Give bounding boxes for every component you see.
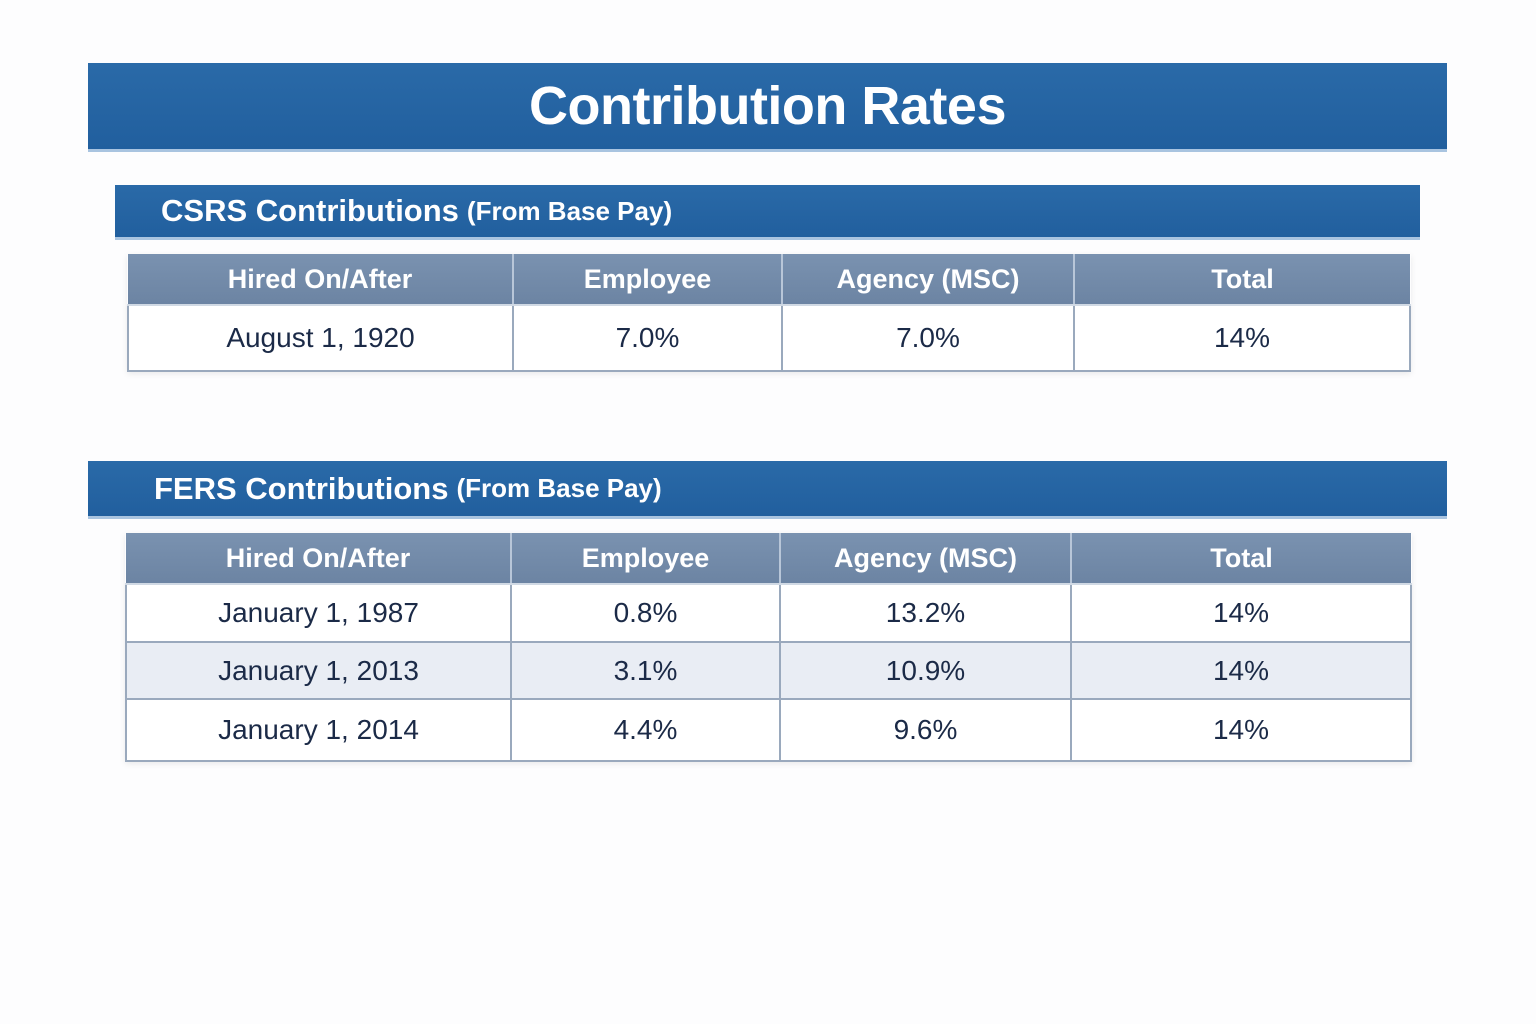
hired-date-cell: January 1, 1987 bbox=[125, 583, 512, 643]
fers-table: Hired On/After Employee Agency (MSC) Tot… bbox=[125, 533, 1412, 762]
employee-rate-cell: 0.8% bbox=[510, 583, 781, 643]
column-header: Total bbox=[1071, 533, 1411, 585]
column-header: Agency (MSC) bbox=[782, 254, 1075, 306]
employee-rate-cell: 7.0% bbox=[512, 304, 783, 372]
page-title: Contribution Rates bbox=[88, 63, 1447, 149]
table-row: August 1, 1920 7.0% 7.0% 14% bbox=[127, 304, 1411, 372]
column-header: Hired On/After bbox=[126, 533, 512, 585]
column-header: Hired On/After bbox=[128, 254, 514, 306]
total-rate-cell: 14% bbox=[1070, 698, 1412, 762]
csrs-subheading: (From Base Pay) bbox=[466, 195, 673, 226]
employee-rate-cell: 4.4% bbox=[510, 698, 781, 762]
agency-rate-cell: 10.9% bbox=[779, 641, 1072, 700]
agency-rate-cell: 13.2% bbox=[779, 583, 1072, 643]
total-rate-cell: 14% bbox=[1070, 641, 1412, 700]
hired-date-cell: January 1, 2014 bbox=[125, 698, 512, 762]
column-header: Total bbox=[1074, 254, 1410, 306]
agency-rate-cell: 9.6% bbox=[779, 698, 1072, 762]
csrs-table: Hired On/After Employee Agency (MSC) Tot… bbox=[127, 254, 1411, 372]
agency-rate-cell: 7.0% bbox=[781, 304, 1075, 372]
hired-date-cell: August 1, 1920 bbox=[127, 304, 514, 372]
table-row: January 1, 2013 3.1% 10.9% 14% bbox=[125, 641, 1412, 700]
table-row: January 1, 2014 4.4% 9.6% 14% bbox=[125, 698, 1412, 762]
employee-rate-cell: 3.1% bbox=[510, 641, 781, 700]
column-header: Employee bbox=[513, 254, 783, 306]
fers-heading: FERS Contributions bbox=[154, 470, 449, 506]
fers-subheading: (From Base Pay) bbox=[456, 473, 662, 503]
hired-date-cell: January 1, 2013 bbox=[125, 641, 512, 700]
total-rate-cell: 14% bbox=[1073, 304, 1411, 372]
fers-section-header: FERS Contributions (From Base Pay) bbox=[88, 461, 1447, 516]
column-header: Agency (MSC) bbox=[780, 533, 1072, 585]
csrs-heading: CSRS Contributions bbox=[161, 193, 459, 228]
column-header: Employee bbox=[511, 533, 781, 585]
table-header-row: Hired On/After Employee Agency (MSC) Tot… bbox=[126, 533, 1411, 585]
total-rate-cell: 14% bbox=[1070, 583, 1412, 643]
table-row: January 1, 1987 0.8% 13.2% 14% bbox=[125, 583, 1412, 643]
csrs-section-header: CSRS Contributions (From Base Pay) bbox=[115, 185, 1420, 237]
table-header-row: Hired On/After Employee Agency (MSC) Tot… bbox=[128, 254, 1410, 306]
